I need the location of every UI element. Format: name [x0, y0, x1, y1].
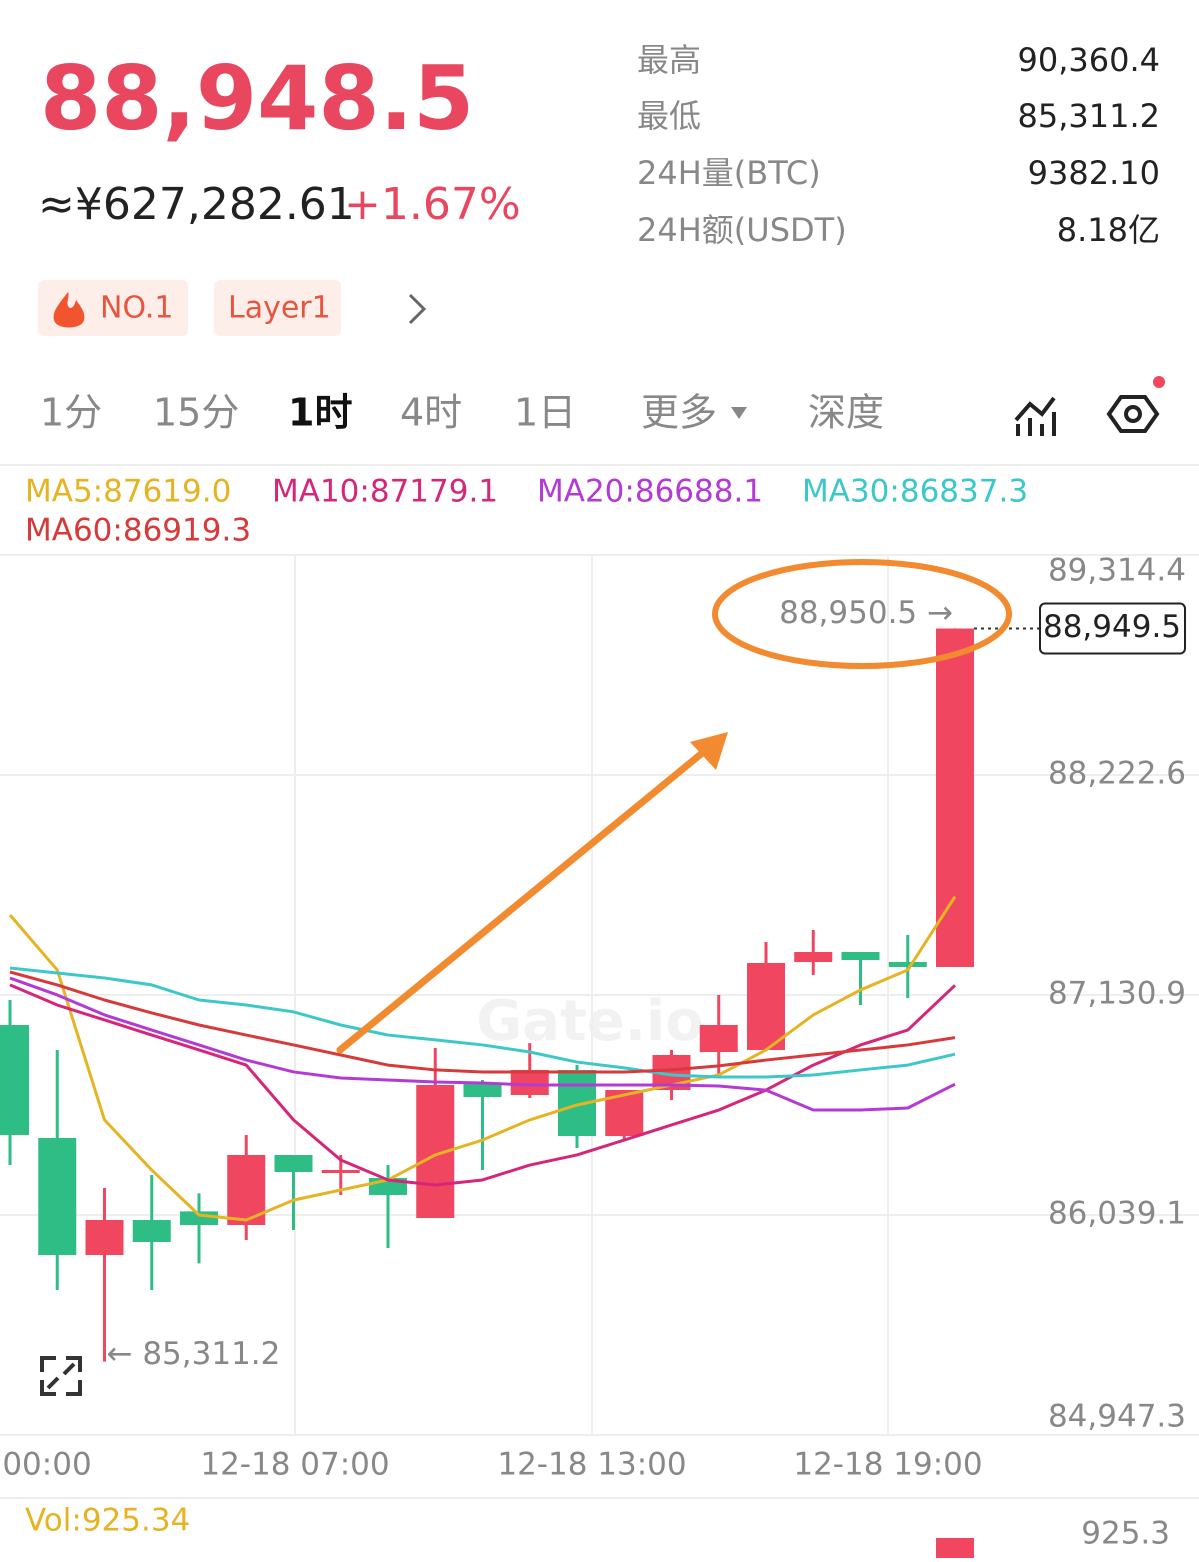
highlight-ellipse	[712, 559, 1012, 669]
ma-legend: MA10:87179.1	[272, 474, 498, 510]
candle-body	[85, 1220, 124, 1256]
timeframe-tab[interactable]: 1时	[288, 391, 352, 435]
price: 88,948.5	[40, 47, 474, 150]
y-tick-label: 86,039.1	[1048, 1195, 1186, 1231]
tag[interactable]: Layer1	[228, 291, 331, 326]
low-label: ← 85,311.2	[107, 1336, 281, 1372]
dropdown-caret	[731, 407, 747, 419]
y-tick-label: 89,314.4	[1048, 553, 1186, 589]
candle-body	[888, 961, 927, 967]
volume-bar	[936, 1538, 974, 1558]
trend-arrow	[336, 741, 716, 1054]
x-tick-label: 12-18 19:00	[793, 1447, 982, 1483]
ma-legend: MA20:86688.1	[537, 474, 763, 510]
stat-label: 最低	[637, 97, 701, 135]
ma-legend: MA5:87619.0	[25, 474, 231, 510]
expand-icon[interactable]	[40, 1356, 82, 1396]
cny-price: ≈¥627,282.61	[38, 179, 355, 230]
change: +1.67%	[344, 179, 521, 230]
notification-dot	[1153, 376, 1165, 388]
candle-body	[747, 962, 785, 1050]
ma-legend: MA30:86837.3	[802, 474, 1028, 510]
candle-body	[38, 1137, 77, 1256]
stat-label: 24H额(USDT)	[637, 211, 847, 249]
timeframe-tab[interactable]: 更多	[641, 391, 717, 435]
last-price-box	[1039, 602, 1186, 655]
x-tick-label: 12-18 13:00	[497, 1447, 686, 1483]
last-price: 88,949.5	[1043, 609, 1181, 645]
volume-label: Vol:925.34	[25, 1503, 190, 1539]
timeframe-tab[interactable]: 深度	[808, 391, 884, 435]
candle-body	[463, 1082, 502, 1097]
ma-line	[9, 983, 957, 1187]
candle-body	[321, 1169, 360, 1173]
stat-label: 最高	[637, 41, 701, 79]
ma-line	[9, 966, 956, 1079]
candle-body	[132, 1220, 171, 1243]
timeframe-tab[interactable]: 1日	[514, 391, 576, 435]
x-tick-label: 00:00	[2, 1447, 91, 1483]
settings-icon[interactable]	[1106, 395, 1160, 433]
candle-body	[841, 951, 880, 960]
ma-line	[9, 976, 956, 1112]
candle-body	[699, 1024, 738, 1052]
timeframe-tab[interactable]: 4时	[400, 391, 462, 435]
tag-bg[interactable]	[214, 280, 341, 336]
fire-icon	[53, 292, 85, 328]
high-label: 88,950.5 →	[779, 595, 953, 631]
trend-arrow-head	[690, 732, 728, 770]
chevron[interactable]	[408, 293, 427, 325]
settings-icon-center	[1124, 405, 1142, 423]
ma-line	[8, 895, 957, 1222]
y-tick-label: 88,222.6	[1048, 756, 1186, 792]
timeframe-tab[interactable]: 15分	[153, 391, 239, 435]
candle-body	[794, 951, 833, 962]
y-tick-label: 87,130.9	[1048, 975, 1186, 1011]
stat-value: 8.18亿	[1057, 211, 1160, 249]
ma-legend: MA60:86919.3	[25, 513, 251, 549]
candle-body	[510, 1069, 549, 1095]
stat-value: 9382.10	[1028, 154, 1160, 192]
y-tick-label: 84,947.3	[1048, 1399, 1186, 1435]
timeframe-tab[interactable]: 1分	[40, 391, 102, 435]
candle-body	[0, 1025, 29, 1135]
volume-axis-label: 925.3	[1081, 1516, 1170, 1552]
stat-label: 24H量(BTC)	[637, 154, 821, 192]
tag[interactable]: NO.1	[100, 291, 173, 326]
stat-value: 85,311.2	[1018, 97, 1161, 135]
candle-body	[274, 1155, 313, 1173]
stat-value: 90,360.4	[1018, 41, 1161, 79]
ma-line	[9, 970, 956, 1074]
x-tick-label: 12-18 07:00	[200, 1447, 389, 1483]
candle-body	[936, 628, 974, 967]
watermark: Gate.io	[476, 989, 703, 1054]
indicator-icon[interactable]	[1014, 396, 1056, 436]
